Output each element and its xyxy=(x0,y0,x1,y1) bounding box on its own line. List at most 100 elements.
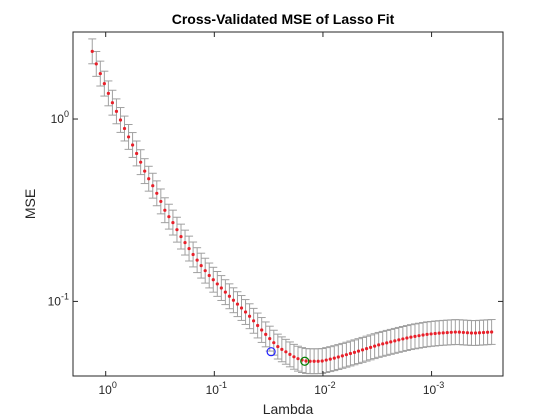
data-point xyxy=(469,331,474,335)
data-point xyxy=(147,177,151,181)
data-point xyxy=(481,330,486,335)
data-point xyxy=(118,118,123,122)
data-point xyxy=(211,278,215,282)
data-point xyxy=(409,335,413,339)
x-tick-label: 10-3 xyxy=(423,380,444,397)
x-axis-label: Lambda xyxy=(263,401,314,417)
data-point xyxy=(324,358,328,362)
data-point xyxy=(227,294,232,298)
data-point xyxy=(360,348,365,352)
data-point xyxy=(433,331,437,336)
data-point xyxy=(207,273,211,278)
data-point xyxy=(352,350,357,354)
y-tick-label: 10-1 xyxy=(48,291,69,308)
data-point xyxy=(364,347,369,351)
optimal-lambda-marker-2 xyxy=(300,356,310,366)
data-point xyxy=(187,246,191,251)
data-point xyxy=(179,234,183,239)
data-point xyxy=(485,330,490,334)
data-point xyxy=(223,290,227,294)
data-point xyxy=(417,334,421,338)
data-point xyxy=(171,220,175,225)
data-point xyxy=(296,357,300,361)
data-point xyxy=(219,286,223,290)
data-point xyxy=(429,332,433,336)
data-point xyxy=(373,344,377,348)
data-point xyxy=(437,331,441,335)
data-point xyxy=(316,359,320,363)
data-point xyxy=(393,339,397,343)
x-tick-label: 10-2 xyxy=(314,380,335,397)
data-point xyxy=(401,337,405,341)
data-point xyxy=(284,350,288,354)
plot-area: 100 10-1 10-2 10-3 10-1 100 xyxy=(48,31,504,397)
data-point xyxy=(405,336,409,340)
data-point xyxy=(490,330,494,334)
data-point xyxy=(143,169,147,173)
data-point xyxy=(320,359,324,363)
data-point xyxy=(449,330,453,334)
data-point xyxy=(477,331,482,335)
data-point xyxy=(272,341,276,345)
data-point xyxy=(167,215,171,219)
y-axis-label: MSE xyxy=(22,189,38,219)
data-point xyxy=(155,191,159,195)
data-point xyxy=(397,338,401,342)
data-point xyxy=(252,319,256,323)
data-point xyxy=(159,199,163,204)
data-point xyxy=(465,331,470,335)
data-point xyxy=(139,160,143,164)
data-point xyxy=(191,252,195,257)
data-point xyxy=(389,340,393,344)
data-point xyxy=(135,151,139,156)
data-point xyxy=(110,101,115,105)
data-point xyxy=(126,135,131,139)
data-point xyxy=(94,62,98,66)
data-point-group xyxy=(90,49,494,363)
data-point xyxy=(328,357,332,361)
data-point xyxy=(312,359,316,363)
data-point xyxy=(453,330,457,334)
data-point xyxy=(183,240,187,245)
x-tick-label: 10-1 xyxy=(206,380,227,397)
data-point xyxy=(340,354,344,358)
x-axis-ticks: 100 10-1 10-2 10-3 xyxy=(99,32,444,397)
data-point xyxy=(304,359,308,363)
data-point xyxy=(461,330,465,335)
data-point xyxy=(130,143,135,147)
data-point xyxy=(385,341,389,345)
data-point xyxy=(368,345,373,349)
data-point xyxy=(106,91,110,95)
data-point xyxy=(215,282,219,286)
data-point xyxy=(247,314,252,318)
data-point xyxy=(413,334,417,338)
data-point xyxy=(231,298,236,302)
data-point xyxy=(175,228,179,232)
axes-box xyxy=(72,31,504,377)
data-point xyxy=(457,330,461,334)
data-point xyxy=(256,323,260,328)
data-point xyxy=(114,109,119,113)
data-point xyxy=(344,353,348,357)
y-tick-label: 100 xyxy=(51,109,69,126)
data-point xyxy=(421,333,425,337)
data-point xyxy=(425,332,429,336)
data-point xyxy=(336,355,340,359)
data-point xyxy=(473,331,478,335)
data-point xyxy=(199,264,203,268)
data-point xyxy=(288,352,292,356)
data-point xyxy=(348,351,353,356)
y-axis-ticks: 10-1 100 xyxy=(48,109,503,308)
data-point xyxy=(381,342,385,346)
data-point xyxy=(292,355,296,359)
data-point xyxy=(276,344,280,349)
data-point xyxy=(332,356,336,360)
chart-title: Cross-Validated MSE of Lasso Fit xyxy=(172,11,395,27)
data-point xyxy=(377,343,381,347)
data-point xyxy=(235,302,240,306)
data-point xyxy=(203,269,207,273)
marker-group xyxy=(266,347,310,366)
data-point xyxy=(445,330,449,335)
data-point xyxy=(243,310,248,314)
